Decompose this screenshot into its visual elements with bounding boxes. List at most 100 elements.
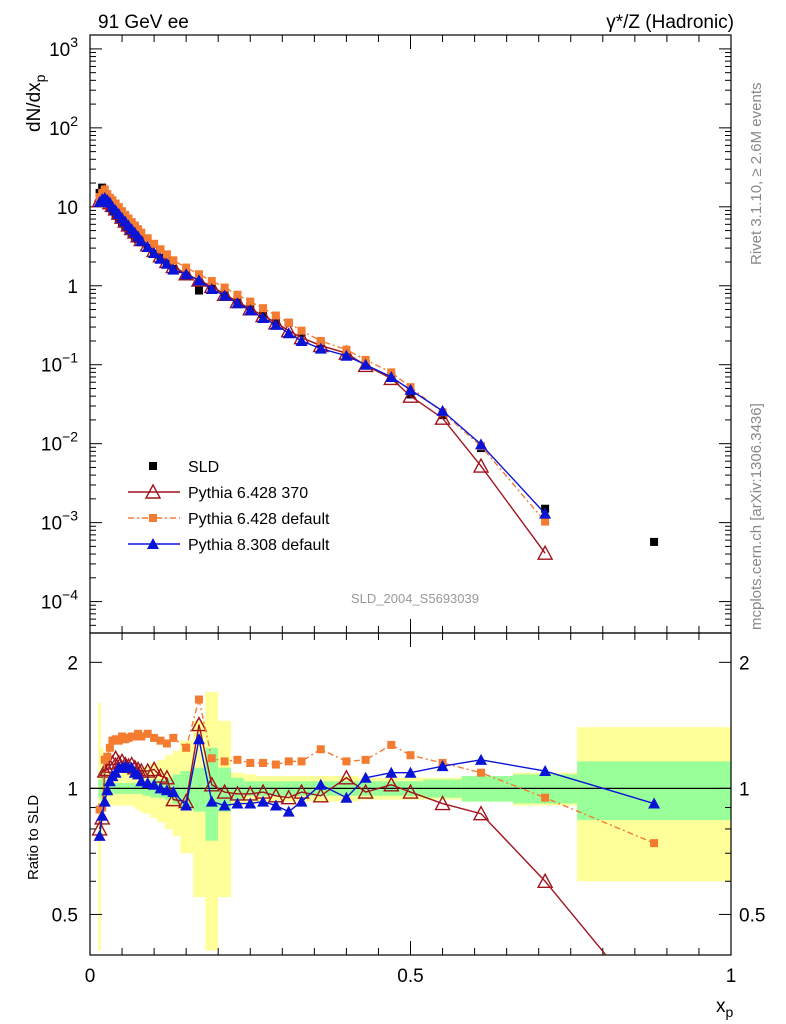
ratio-panel: 2 2 1 1 0.5 0.5 0 0.5 1 bbox=[52, 632, 765, 987]
ratio-data-point bbox=[284, 757, 293, 766]
data-point bbox=[246, 297, 255, 306]
ratio-data-point bbox=[539, 765, 552, 777]
svg-text:xp: xp bbox=[716, 996, 734, 1020]
data-point bbox=[141, 240, 154, 252]
uncertainty-band-stat bbox=[100, 767, 104, 812]
ratio-data-point bbox=[145, 760, 163, 777]
data-point bbox=[143, 234, 152, 243]
side-label-rivet: Rivet 3.1.10, ≥ 2.6M events bbox=[748, 83, 765, 266]
ratio-data-point bbox=[406, 751, 415, 760]
ratio-y-tick-label-right: 0.5 bbox=[739, 905, 765, 926]
data-point bbox=[342, 345, 351, 354]
ratio-data-point bbox=[137, 732, 146, 741]
ratio-y-tick-label-right: 1 bbox=[739, 779, 750, 800]
data-point bbox=[541, 517, 550, 526]
plot-title-left: 91 GeV ee bbox=[98, 12, 189, 33]
data-point bbox=[100, 185, 109, 194]
ratio-data-point bbox=[98, 795, 111, 807]
legend-label: Pythia 6.428 370 bbox=[188, 485, 308, 502]
data-point bbox=[160, 257, 173, 269]
ratio-data-point bbox=[340, 791, 353, 803]
data-point bbox=[259, 304, 268, 313]
ratio-y-axis-label: Ratio to SLD bbox=[25, 795, 42, 880]
ratio-data-point bbox=[205, 795, 218, 807]
ratio-data-point bbox=[218, 799, 231, 811]
x-label-sub: p bbox=[726, 1004, 734, 1020]
ratio-y-tick-label-right: 2 bbox=[739, 653, 750, 674]
data-point bbox=[233, 290, 242, 299]
ratio-series-pythia-6-428-default bbox=[95, 695, 659, 848]
x-label-main: x bbox=[716, 996, 726, 1017]
main-y-tick-label: 102 bbox=[49, 113, 78, 140]
legend-marker bbox=[149, 462, 157, 470]
x-tick-label: 0 bbox=[85, 966, 96, 987]
data-point bbox=[180, 268, 193, 280]
main-series-pythia-8-308-default bbox=[93, 191, 552, 519]
data-point bbox=[404, 383, 417, 395]
data-point bbox=[169, 256, 178, 265]
data-point bbox=[167, 263, 180, 275]
data-point bbox=[207, 276, 216, 285]
main-series-pythia-6-428-default bbox=[95, 185, 550, 526]
ratio-data-point bbox=[271, 760, 280, 769]
data-point bbox=[135, 234, 148, 246]
data-point bbox=[194, 286, 203, 295]
svg-text:dN/dxp: dN/dxp bbox=[24, 74, 48, 132]
legend-entry: Pythia 6.428 default bbox=[128, 511, 330, 528]
ratio-data-point bbox=[314, 778, 327, 790]
ratio-data-point bbox=[93, 829, 106, 841]
main-y-tick-label: 10−4 bbox=[41, 587, 78, 614]
ratio-data-point bbox=[192, 733, 205, 745]
legend-marker bbox=[149, 514, 157, 522]
ratio-data-point bbox=[105, 743, 114, 752]
ratio-data-point bbox=[475, 753, 488, 765]
main-y-tick-label: 10 bbox=[57, 198, 78, 219]
data-point bbox=[156, 245, 165, 254]
legend-label: SLD bbox=[188, 459, 219, 476]
ratio-data-point bbox=[541, 793, 550, 802]
ratio-data-point bbox=[282, 805, 295, 817]
ratio-data-point bbox=[650, 839, 659, 848]
ratio-data-point bbox=[259, 758, 268, 767]
main-y-tick-label: 10−2 bbox=[41, 429, 78, 456]
legend-marker bbox=[144, 483, 162, 499]
data-point bbox=[150, 239, 159, 248]
data-point bbox=[271, 311, 280, 320]
plot-title-right: γ*/Z (Hadronic) bbox=[606, 12, 734, 33]
ratio-data-point bbox=[207, 754, 216, 763]
data-point bbox=[316, 336, 325, 345]
data-point bbox=[436, 404, 449, 416]
ratio-data-point bbox=[359, 771, 372, 783]
data-point bbox=[192, 274, 205, 286]
main-y-tick-label: 10−1 bbox=[41, 350, 78, 377]
ratio-series-pythia-8-308-default bbox=[93, 733, 661, 841]
data-point bbox=[244, 304, 257, 316]
ratio-data-point bbox=[280, 789, 297, 805]
ratio-data-point bbox=[169, 733, 178, 742]
ratio-data-point bbox=[246, 758, 255, 767]
data-point bbox=[182, 263, 191, 272]
data-point bbox=[220, 283, 229, 292]
ratio-data-point bbox=[101, 784, 114, 796]
analysis-id-label: SLD_2004_S5693039 bbox=[351, 591, 479, 606]
ratio-data-point bbox=[96, 809, 109, 821]
main-y-label-sub: p bbox=[32, 74, 48, 82]
ratio-data-point bbox=[231, 797, 244, 809]
data-point bbox=[114, 203, 123, 212]
ratio-data-point bbox=[316, 745, 325, 754]
ratio-data-point bbox=[244, 797, 257, 809]
ratio-data-point bbox=[387, 740, 396, 749]
data-point bbox=[475, 438, 488, 450]
uncertainty-band-stat bbox=[193, 767, 206, 812]
data-point bbox=[536, 544, 554, 560]
ratio-data-point bbox=[233, 755, 242, 764]
main-y-tick-label: 103 bbox=[49, 34, 78, 61]
data-point bbox=[190, 271, 208, 287]
ratio-data-point bbox=[338, 769, 355, 785]
legend-label: Pythia 6.428 default bbox=[188, 511, 330, 528]
main-y-axis-label: dN/dxp bbox=[24, 74, 48, 132]
ratio-data-point bbox=[297, 757, 306, 766]
data-point bbox=[231, 297, 244, 309]
ratio-data-point bbox=[312, 787, 329, 803]
